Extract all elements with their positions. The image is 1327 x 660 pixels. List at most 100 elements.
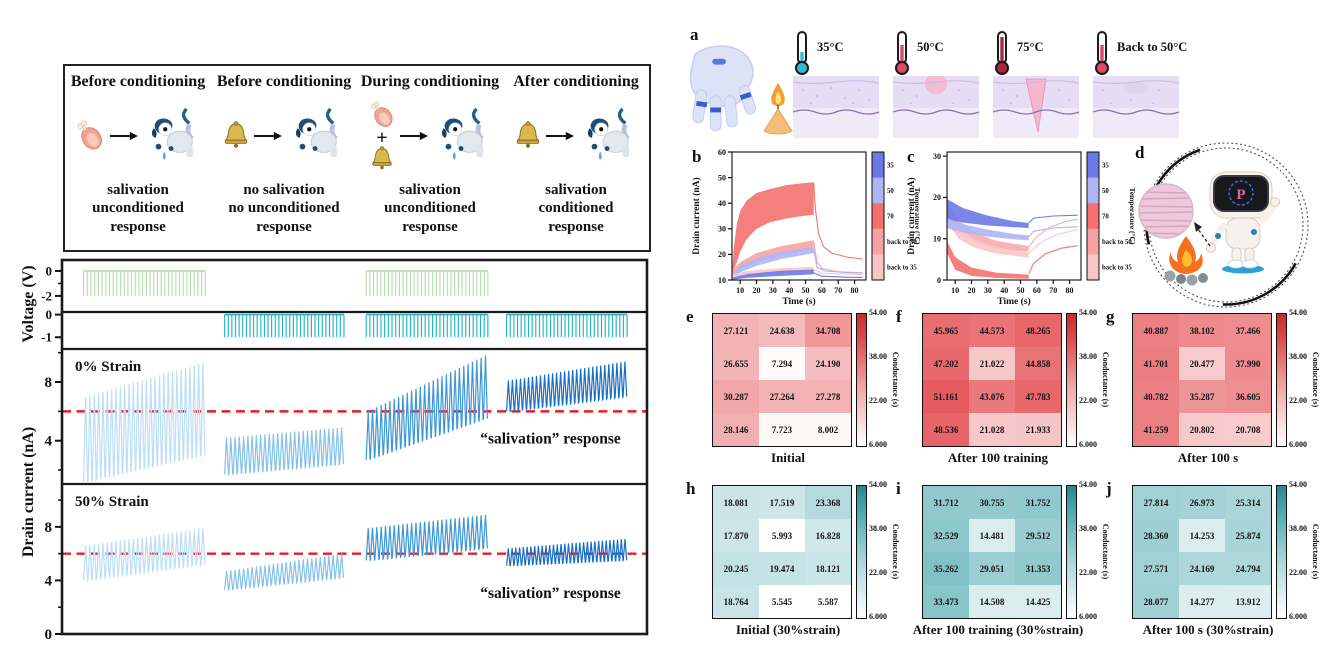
heatmap-cell: 17.519 bbox=[759, 486, 805, 519]
meat-icon bbox=[77, 120, 102, 150]
heatmap-grid: 45.965 44.573 48.265 47.202 21.022 44.858 51.1… bbox=[922, 313, 1062, 447]
heatmap-cell: 19.474 bbox=[759, 552, 805, 585]
heatmap-cell: 30.287 bbox=[713, 380, 759, 413]
dashed-arrow bbox=[1194, 222, 1211, 247]
colorbar-label: Conductance (s) bbox=[1308, 485, 1324, 617]
series-tail bbox=[1028, 245, 1078, 275]
tick-label: 60 bbox=[1033, 286, 1041, 295]
heatmap-cell: 8.002 bbox=[805, 413, 851, 446]
colorbar-tick: 6.000 bbox=[1079, 612, 1097, 621]
heatmap-panel-e: e 27.121 24.638 34.708 26.655 7.294 24.190 30.2… bbox=[686, 305, 910, 475]
colorbar-tick: 38.00 bbox=[1289, 524, 1307, 533]
heatmap-grid: 27.121 24.638 34.708 26.655 7.294 24.190 30.28… bbox=[712, 313, 852, 447]
tick-label: 10 bbox=[718, 276, 726, 285]
drain-current-burst bbox=[83, 362, 206, 483]
legend-color-block bbox=[872, 254, 884, 281]
heatmap-cell: 27.121 bbox=[713, 314, 759, 347]
caption-line: unconditioned bbox=[384, 200, 476, 217]
tick-label: 0 bbox=[45, 627, 53, 640]
drain-current-burst bbox=[506, 538, 628, 567]
series-group bbox=[947, 199, 1078, 279]
panel-letter: e bbox=[686, 307, 694, 326]
heatmap-cell: 24.638 bbox=[759, 314, 805, 347]
heatmap-panel-h: h 18.081 17.519 23.368 17.870 5.993 16.828 20.2… bbox=[686, 477, 910, 647]
arrow-icon bbox=[254, 131, 282, 141]
colorbar-tick: 54.00 bbox=[1289, 308, 1307, 317]
heatmap-cell: 47.202 bbox=[923, 347, 969, 380]
colorbar-label-text: Conductance (s) bbox=[1311, 523, 1321, 579]
series-band bbox=[732, 246, 814, 278]
series-band bbox=[732, 182, 814, 274]
arrow-icon bbox=[110, 131, 138, 141]
heatmap-cell: 25.314 bbox=[1225, 486, 1271, 519]
caption-line: salivation bbox=[545, 182, 607, 198]
heatmap-cell: 51.161 bbox=[923, 380, 969, 413]
salivation-annotation: “salivation” response bbox=[480, 431, 621, 448]
colorbar bbox=[1066, 313, 1077, 447]
legend-color-block bbox=[1087, 254, 1099, 281]
conditioning-row: + bbox=[367, 91, 493, 181]
heatmap-cell: 27.571 bbox=[1133, 552, 1179, 585]
caption-line: unconditioned bbox=[92, 200, 184, 217]
strain-label: 0% Strain bbox=[75, 359, 142, 375]
series-tail bbox=[1028, 214, 1078, 224]
conditioning-caption: salivation conditioned response bbox=[538, 181, 613, 236]
meat-icon bbox=[370, 101, 393, 127]
heatmap-cell: 29.512 bbox=[1015, 519, 1061, 552]
caption-line: salivation bbox=[107, 182, 169, 198]
colorbar-tick: 6.000 bbox=[869, 612, 887, 621]
colorbar-tick: 54.00 bbox=[869, 480, 887, 489]
y-axis-label: Drain current (nA) bbox=[906, 177, 917, 254]
tick-label: 70 bbox=[834, 286, 842, 295]
caption-line: no unconditioned bbox=[228, 200, 340, 217]
legend-entry: 50 bbox=[887, 188, 894, 195]
heatmap-cell: 14.425 bbox=[1015, 585, 1061, 618]
heatmap-cell: 24.794 bbox=[1225, 552, 1271, 585]
heatmap-caption: After 100 training (30%strain) bbox=[912, 622, 1084, 637]
colorbar-tick: 38.00 bbox=[1289, 352, 1307, 361]
heatmap-cell: 20.708 bbox=[1225, 413, 1271, 446]
heatmap-cell: 24.190 bbox=[805, 347, 851, 380]
heatmap-grid: 40.887 38.102 37.466 41.701 20.477 37.990 40.7… bbox=[1132, 313, 1272, 447]
thermometer-icon bbox=[895, 31, 909, 75]
colorbar-tick: 6.000 bbox=[1289, 612, 1307, 621]
colorbar-tick: 22.00 bbox=[1079, 396, 1097, 405]
tissue-image bbox=[793, 76, 879, 138]
panel-d-illustration: P bbox=[1138, 142, 1309, 308]
series-band bbox=[732, 240, 814, 276]
heatmap-caption: Initial bbox=[771, 450, 805, 465]
series-band bbox=[947, 199, 1029, 228]
series-tail bbox=[1028, 229, 1078, 254]
legend-entry: 35 bbox=[887, 162, 894, 169]
caption-line: no salivation bbox=[243, 182, 325, 198]
tissue-image bbox=[893, 76, 979, 138]
legend-border bbox=[1086, 151, 1100, 281]
colorbar bbox=[1066, 485, 1077, 619]
micrograph-circle bbox=[1139, 184, 1193, 238]
heatmap-cell: 35.262 bbox=[923, 552, 969, 585]
legend-entry: back to 35 bbox=[1102, 265, 1132, 272]
heatmap-cell: 5.587 bbox=[805, 585, 851, 618]
heatmap-cell: 27.264 bbox=[759, 380, 805, 413]
heatmap-cell: 27.278 bbox=[805, 380, 851, 413]
chart-border bbox=[60, 258, 649, 636]
dog-icon bbox=[151, 107, 194, 160]
tick-label: 30 bbox=[984, 286, 992, 295]
tick-label: 30 bbox=[718, 225, 726, 234]
heatmap-panel-f: f 45.965 44.573 48.265 47.202 21.022 44.858 51.… bbox=[896, 305, 1120, 475]
drain-current-burst bbox=[365, 355, 488, 460]
conditioning-column: After conditioning salivation conditione… bbox=[503, 66, 649, 250]
colorbar bbox=[1276, 313, 1287, 447]
candle-icon bbox=[763, 83, 793, 135]
legend-entry: back to 50 bbox=[887, 239, 917, 246]
legend-color-block bbox=[1087, 203, 1099, 230]
legend-entry: 70 bbox=[887, 214, 894, 221]
caption-line: response bbox=[256, 218, 312, 235]
heatmap-cell: 21.022 bbox=[969, 347, 1015, 380]
colorbar-tick: 38.00 bbox=[1079, 352, 1097, 361]
tick-label: 70 bbox=[1049, 286, 1057, 295]
heatmap-cell: 23.368 bbox=[805, 486, 851, 519]
heatmap-cell: 31.712 bbox=[923, 486, 969, 519]
tick-label: 40 bbox=[718, 199, 726, 208]
panel-letter-d: d bbox=[1135, 143, 1145, 162]
